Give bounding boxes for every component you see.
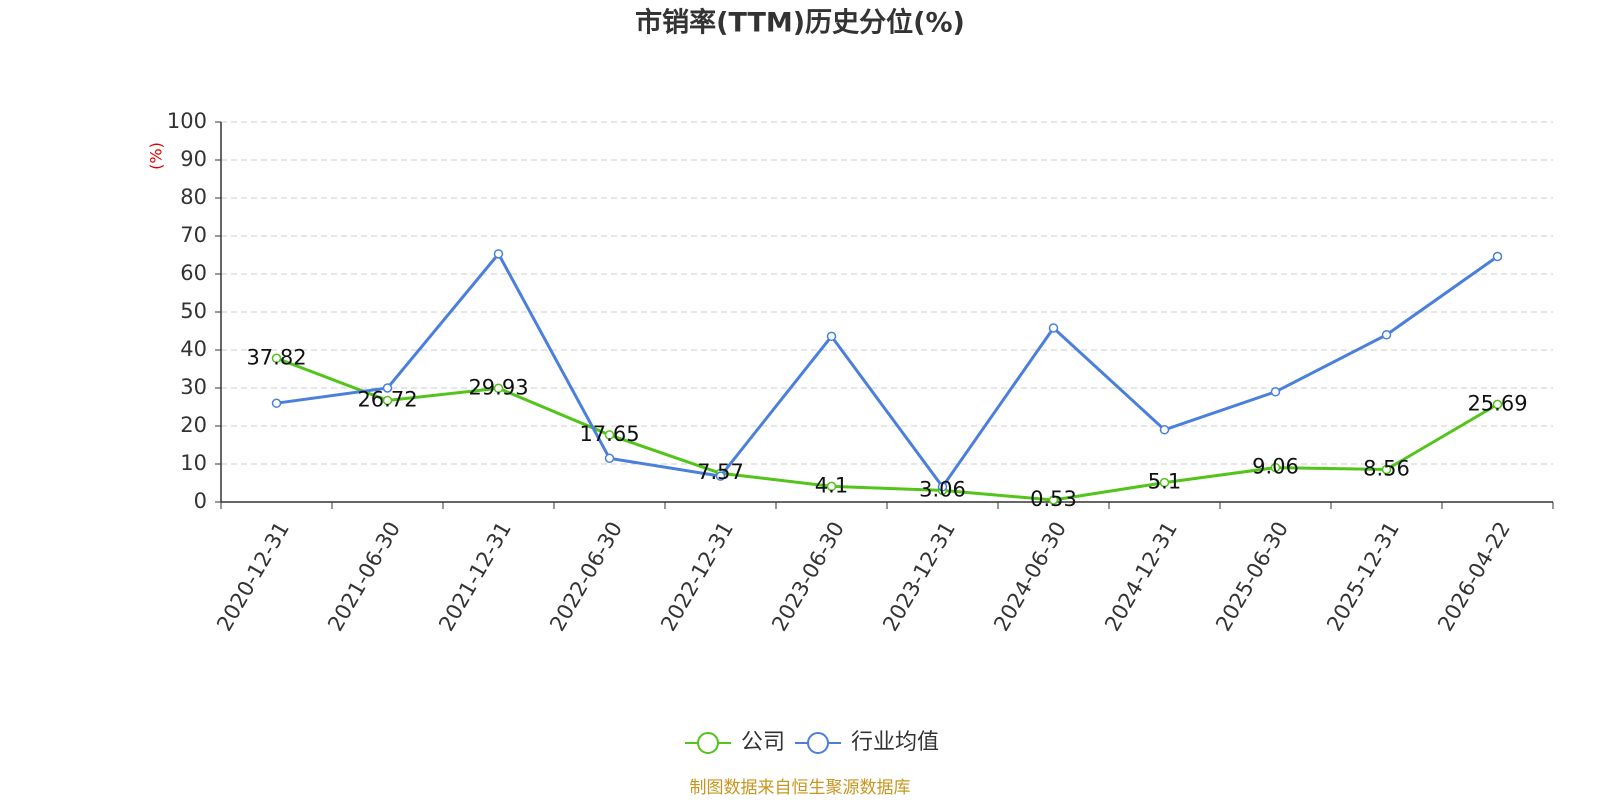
y-tick-label: 90: [180, 147, 207, 171]
point: [937, 482, 948, 492]
x-tick-label: 2022-06-30: [545, 518, 627, 636]
legend-marker: [807, 732, 829, 754]
x-tick-label: 2020-12-31: [212, 518, 294, 636]
point: [493, 383, 504, 394]
point: [1048, 495, 1059, 505]
point: [493, 249, 504, 259]
source-note: 制图数据来自恒生聚源数据库: [690, 778, 911, 798]
value-label: 3.06: [919, 477, 966, 501]
x-tick-label: 2025-06-30: [1211, 518, 1293, 636]
value-label: 8.56: [1363, 456, 1410, 480]
point: [271, 398, 282, 408]
value-label: 29.93: [468, 375, 528, 399]
point: [1492, 251, 1503, 262]
point: [826, 481, 837, 492]
x-tick-label: 2023-06-30: [767, 518, 849, 636]
point: [826, 331, 837, 342]
value-label: 4.1: [815, 473, 848, 497]
x-tick-label: 2023-12-31: [878, 518, 960, 636]
x-tick-label: 2021-12-31: [434, 518, 516, 636]
x-tick-label: 2024-12-31: [1100, 518, 1182, 636]
legend-marker: [697, 732, 719, 754]
value-label: 7.57: [697, 460, 744, 484]
y-tick-label: 40: [180, 337, 207, 361]
point: [382, 383, 393, 393]
value-label: 5.1: [1148, 470, 1181, 494]
point: [604, 453, 615, 464]
y-tick-label: 60: [180, 261, 207, 285]
y-tick-label: 10: [180, 451, 207, 475]
y-tick-label: 20: [180, 413, 207, 437]
y-tick-label: 50: [180, 299, 207, 323]
point: [1270, 462, 1281, 473]
y-axis-label: (%): [147, 142, 166, 170]
value-label: 37.82: [246, 345, 306, 369]
series-line: [276, 251, 1499, 490]
point: [1492, 399, 1503, 410]
y-tick-label: 70: [180, 223, 207, 247]
point: [1381, 330, 1392, 340]
point: [715, 471, 726, 481]
y-tick-label: 100: [167, 109, 207, 133]
legend-label: 行业均值: [851, 730, 939, 755]
legend-label: 公司: [741, 730, 785, 755]
point: [1048, 323, 1059, 333]
point: [382, 395, 393, 406]
point: [1159, 425, 1170, 435]
value-label: 17.65: [579, 422, 639, 446]
y-tick-label: 30: [180, 375, 207, 399]
point: [604, 430, 615, 440]
chart-title: 市销率(TTM)历史分位(%): [635, 7, 965, 39]
x-tick-label: 2022-12-31: [656, 518, 738, 636]
point: [1159, 477, 1170, 488]
point: [271, 353, 282, 364]
series-line: [275, 356, 1499, 502]
x-tick-label: 2025-12-31: [1322, 518, 1404, 636]
x-tick-label: 2024-06-30: [989, 518, 1071, 636]
x-tick-label: 2026-04-22: [1433, 518, 1515, 636]
point: [1381, 464, 1392, 475]
y-tick-label: 80: [180, 185, 207, 209]
point: [1270, 387, 1281, 397]
value-label: 26.72: [357, 387, 417, 411]
y-tick-label: 0: [194, 489, 207, 513]
value-label: 9.06: [1252, 455, 1299, 479]
x-tick-label: 2021-06-30: [323, 518, 405, 636]
value-label: 25.69: [1467, 391, 1527, 415]
value-label: 0.53: [1030, 487, 1077, 511]
